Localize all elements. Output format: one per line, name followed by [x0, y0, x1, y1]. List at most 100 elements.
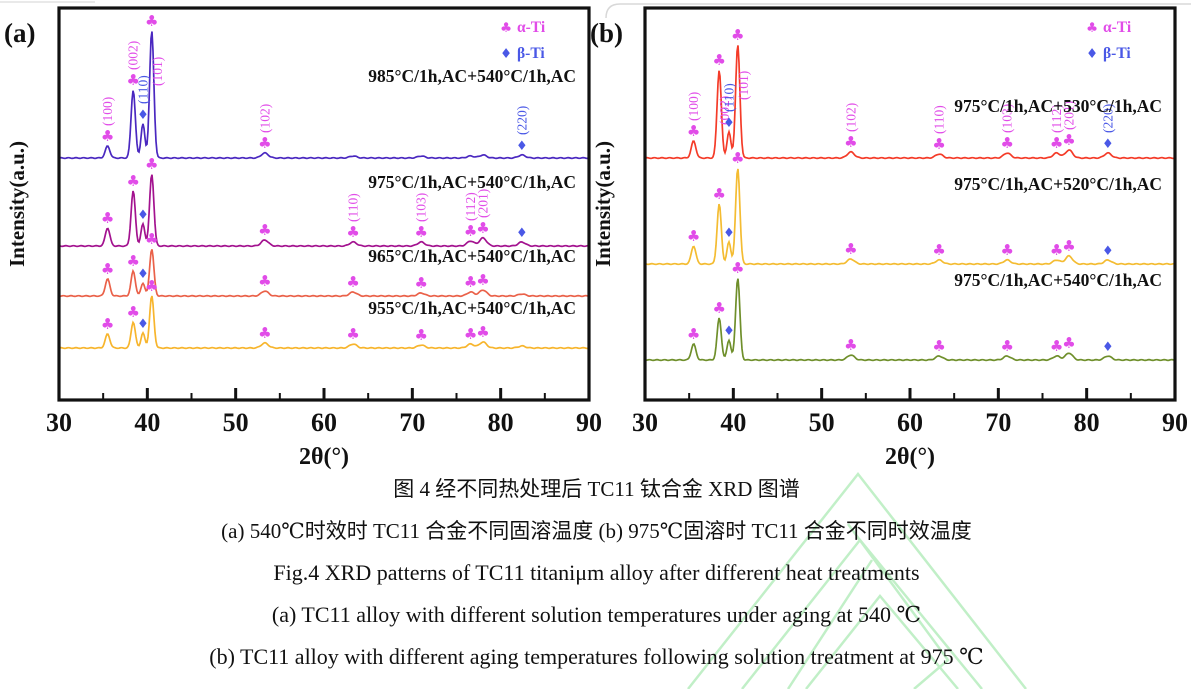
x-tick-label: 40	[720, 408, 746, 437]
x-tick-label: 60	[311, 408, 337, 437]
x-tick-label: 80	[488, 408, 514, 437]
beta-peak-marker-icon: ♦	[137, 108, 149, 123]
alpha-peak-marker-icon: ♣	[126, 71, 139, 89]
alpha-peak-marker-icon: ♣	[101, 315, 114, 333]
alpha-peak-marker-icon: ♣	[1062, 334, 1075, 352]
alpha-peak-marker-icon: ♣	[101, 209, 114, 227]
peak-hkl-label: (112)	[1049, 104, 1064, 133]
x-tick-label: 60	[897, 408, 923, 437]
xrd-curve	[60, 31, 588, 160]
beta-peak-marker-icon: ♦	[1102, 137, 1114, 152]
alpha-peak-marker-icon: ♣	[687, 122, 700, 140]
peak-hkl-label: (112)	[463, 192, 478, 221]
x-tick-label: 90	[1162, 408, 1188, 437]
caption-en-title: Fig.4 XRD patterns of TC11 titaniμm allo…	[273, 560, 920, 585]
beta-peak-marker-icon: ♦	[1102, 244, 1114, 259]
alpha-peak-marker-icon: ♣	[476, 323, 489, 341]
alpha-peak-marker-icon: ♣	[1050, 241, 1063, 259]
peak-hkl-label: (101)	[736, 71, 751, 100]
xrd-panel-a: ♣ (100) ♣ (002) ♦ (110) ♣ (101) ♣ (102) ♦ (220) ♣ ♣ ♦ ♣…	[0, 0, 605, 470]
heat-treatment-label: 975°C/1h,AC+520°C/1h,AC	[954, 174, 1162, 194]
caption-en-subtitle-b: (b) TC11 alloy with different aging temp…	[209, 644, 984, 669]
alpha-peak-marker-icon: ♣	[712, 299, 725, 317]
heat-treatment-label: 965°C/1h,AC+540°C/1h,AC	[368, 246, 576, 266]
peak-hkl-label: (102)	[843, 103, 858, 132]
alpha-peak-marker-icon: ♣	[932, 337, 945, 355]
alpha-peak-marker-icon: ♣	[258, 221, 271, 239]
alpha-peak-marker-icon: ♣	[414, 274, 427, 292]
alpha-peak-marker-icon: ♣	[712, 185, 725, 203]
legend-club-icon: ♣	[500, 20, 512, 36]
xrd-curve	[646, 168, 1174, 266]
peak-hkl-label: (100)	[686, 92, 701, 121]
y-axis-title: Intensity(a.u.)	[591, 141, 615, 267]
alpha-peak-marker-icon: ♣	[712, 51, 725, 69]
alpha-peak-marker-icon: ♣	[145, 12, 158, 30]
alpha-peak-marker-icon: ♣	[145, 277, 158, 295]
peak-hkl-label: (101)	[150, 57, 165, 86]
alpha-peak-marker-icon: ♣	[1000, 241, 1013, 259]
peak-hkl-label: (201)	[1062, 101, 1077, 130]
alpha-peak-marker-icon: ♣	[731, 259, 744, 277]
peak-hkl-label: (110)	[135, 75, 150, 104]
beta-peak-marker-icon: ♦	[723, 226, 735, 241]
peak-hkl-label: (220)	[514, 106, 529, 135]
peak-hkl-label: (201)	[476, 189, 491, 218]
alpha-peak-marker-icon: ♣	[844, 336, 857, 354]
alpha-peak-marker-icon: ♣	[1000, 337, 1013, 355]
heat-treatment-label: 985°C/1h,AC+540°C/1h,AC	[368, 66, 576, 86]
x-tick-label: 80	[1074, 408, 1100, 437]
beta-peak-marker-icon: ♦	[137, 267, 149, 282]
alpha-peak-marker-icon: ♣	[258, 272, 271, 290]
peak-hkl-label: (103)	[1000, 104, 1015, 133]
xrd-curve	[646, 278, 1174, 362]
xrd-curve	[60, 295, 588, 350]
legend-diamond-icon: ♦	[500, 46, 512, 62]
beta-peak-marker-icon: ♦	[723, 116, 735, 131]
alpha-peak-marker-icon: ♣	[346, 223, 359, 241]
legend-label: β-Ti	[1103, 45, 1131, 62]
beta-peak-marker-icon: ♦	[1102, 340, 1114, 355]
heat-treatment-label: 975°C/1h,AC+530°C/1h,AC	[954, 96, 1162, 116]
peak-hkl-label: (002)	[717, 96, 732, 125]
heat-treatment-label: 975°C/1h,AC+540°C/1h,AC	[368, 172, 576, 192]
alpha-peak-marker-icon: ♣	[126, 303, 139, 321]
peak-hkl-label: (110)	[346, 193, 361, 222]
alpha-peak-marker-icon: ♣	[731, 26, 744, 44]
legend-label: β-Ti	[517, 45, 545, 62]
alpha-peak-marker-icon: ♣	[414, 326, 427, 344]
peak-hkl-label: (002)	[126, 41, 141, 70]
xrd-curve	[60, 249, 588, 298]
x-tick-label: 50	[809, 408, 835, 437]
alpha-peak-marker-icon: ♣	[1062, 237, 1075, 255]
x-tick-label: 30	[46, 408, 72, 437]
panel-letter-label: (b)	[590, 18, 623, 48]
alpha-peak-marker-icon: ♣	[687, 227, 700, 245]
beta-peak-marker-icon: ♦	[723, 324, 735, 339]
heat-treatment-label: 955°C/1h,AC+540°C/1h,AC	[368, 298, 576, 318]
caption-zh-subtitle: (a) 540℃时效时 TC11 合金不同固溶温度 (b) 975℃固溶时 TC…	[221, 519, 972, 543]
x-tick-label: 30	[632, 408, 658, 437]
xrd-curve	[646, 45, 1174, 160]
alpha-peak-marker-icon: ♣	[464, 222, 477, 240]
alpha-peak-marker-icon: ♣	[476, 271, 489, 289]
peak-hkl-label: (103)	[414, 193, 429, 222]
xrd-plot: ♣(100)♣(002)♦(110)♣(101)♣(102)♦(220)♣♣♦♣…	[4, 6, 602, 470]
alpha-peak-marker-icon: ♣	[476, 219, 489, 237]
alpha-peak-marker-icon: ♣	[145, 155, 158, 173]
peak-hkl-label: (102)	[257, 104, 272, 133]
alpha-peak-marker-icon: ♣	[464, 273, 477, 291]
panel-letter-label: (a)	[4, 18, 35, 48]
heat-treatment-label: 975°C/1h,AC+540°C/1h,AC	[954, 270, 1162, 290]
x-tick-label: 90	[576, 408, 602, 437]
alpha-peak-marker-icon: ♣	[731, 149, 744, 167]
alpha-peak-marker-icon: ♣	[1062, 131, 1075, 149]
alpha-peak-marker-icon: ♣	[844, 240, 857, 258]
beta-peak-marker-icon: ♦	[516, 139, 528, 154]
alpha-peak-marker-icon: ♣	[101, 127, 114, 145]
xrd-panel-b: ♣ (100) ♣ (002) ♦ (110) ♣ (101) ♣ (102) ♣ (110) ♣ (10…	[586, 0, 1191, 470]
alpha-peak-marker-icon: ♣	[258, 134, 271, 152]
x-tick-label: 40	[134, 408, 160, 437]
x-tick-label: 50	[223, 408, 249, 437]
legend-label: α-Ti	[517, 19, 546, 36]
